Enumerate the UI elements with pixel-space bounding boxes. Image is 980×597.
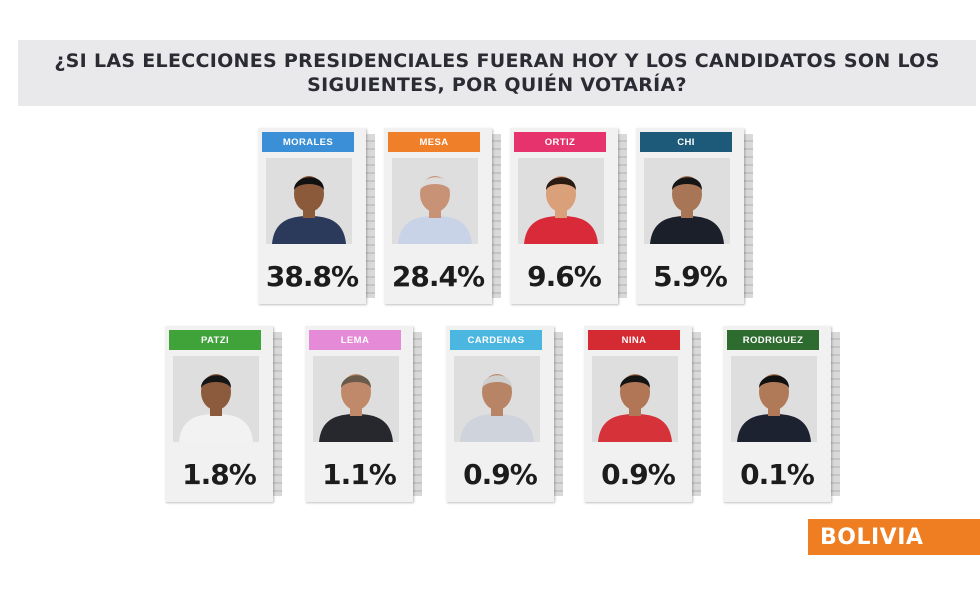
candidate-photo <box>266 158 352 244</box>
candidate-card-mesa: MESA 28.4% <box>384 128 501 304</box>
card-edge <box>412 332 422 496</box>
candidate-photo <box>392 158 478 244</box>
portrait-icon <box>266 158 352 244</box>
country-badge: BOLIVIA <box>808 519 980 555</box>
candidate-name-label: RODRIGUEZ <box>727 330 819 350</box>
candidate-name-label: MESA <box>388 132 480 152</box>
portrait-icon <box>731 356 817 442</box>
vote-percentage: 9.6% <box>527 260 602 293</box>
portrait-icon <box>392 158 478 244</box>
candidate-card-rodriguez: RODRIGUEZ 0.1% <box>723 326 840 502</box>
candidate-card-ortiz: ORTIZ 9.6% <box>510 128 627 304</box>
portrait-icon <box>173 356 259 442</box>
card-edge <box>365 134 375 298</box>
card-face: LEMA 1.1% <box>305 326 413 502</box>
candidate-card-morales: MORALES 38.8% <box>258 128 375 304</box>
candidate-card-patzi: PATZI 1.8% <box>165 326 282 502</box>
card-edge <box>617 134 627 298</box>
card-face: CHI 5.9% <box>636 128 744 304</box>
card-face: CARDENAS 0.9% <box>446 326 554 502</box>
candidate-name-label: ORTIZ <box>514 132 606 152</box>
vote-percentage: 0.9% <box>601 458 676 491</box>
candidate-photo <box>454 356 540 442</box>
candidate-card-cardenas: CARDENAS 0.9% <box>446 326 563 502</box>
chart-title: ¿SI LAS ELECCIONES PRESIDENCIALES FUERAN… <box>54 50 940 96</box>
vote-percentage: 1.8% <box>182 458 257 491</box>
card-edge <box>491 134 501 298</box>
card-face: NINA 0.9% <box>584 326 692 502</box>
candidate-name-label: MORALES <box>262 132 354 152</box>
card-face: ORTIZ 9.6% <box>510 128 618 304</box>
portrait-icon <box>592 356 678 442</box>
candidate-name-label: CARDENAS <box>450 330 542 350</box>
candidate-photo <box>644 158 730 244</box>
card-edge <box>830 332 840 496</box>
card-face: RODRIGUEZ 0.1% <box>723 326 831 502</box>
candidate-name-label: LEMA <box>309 330 401 350</box>
title-banner: ¿SI LAS ELECCIONES PRESIDENCIALES FUERAN… <box>18 40 976 106</box>
card-face: MESA 28.4% <box>384 128 492 304</box>
candidate-photo <box>173 356 259 442</box>
candidate-name-label: CHI <box>640 132 732 152</box>
candidate-name-label: PATZI <box>169 330 261 350</box>
card-edge <box>553 332 563 496</box>
vote-percentage: 0.1% <box>740 458 815 491</box>
candidate-name-label: NINA <box>588 330 680 350</box>
candidate-card-chi: CHI 5.9% <box>636 128 753 304</box>
candidate-photo <box>731 356 817 442</box>
candidate-photo <box>592 356 678 442</box>
portrait-icon <box>518 158 604 244</box>
candidate-card-nina: NINA 0.9% <box>584 326 701 502</box>
portrait-icon <box>454 356 540 442</box>
vote-percentage: 1.1% <box>322 458 397 491</box>
vote-percentage: 38.8% <box>265 260 359 293</box>
card-edge <box>691 332 701 496</box>
candidate-card-lema: LEMA 1.1% <box>305 326 422 502</box>
card-face: MORALES 38.8% <box>258 128 366 304</box>
vote-percentage: 0.9% <box>463 458 538 491</box>
vote-percentage: 5.9% <box>653 260 728 293</box>
card-edge <box>272 332 282 496</box>
candidate-photo <box>518 158 604 244</box>
portrait-icon <box>644 158 730 244</box>
portrait-icon <box>313 356 399 442</box>
card-face: PATZI 1.8% <box>165 326 273 502</box>
card-edge <box>743 134 753 298</box>
candidate-photo <box>313 356 399 442</box>
vote-percentage: 28.4% <box>391 260 485 293</box>
